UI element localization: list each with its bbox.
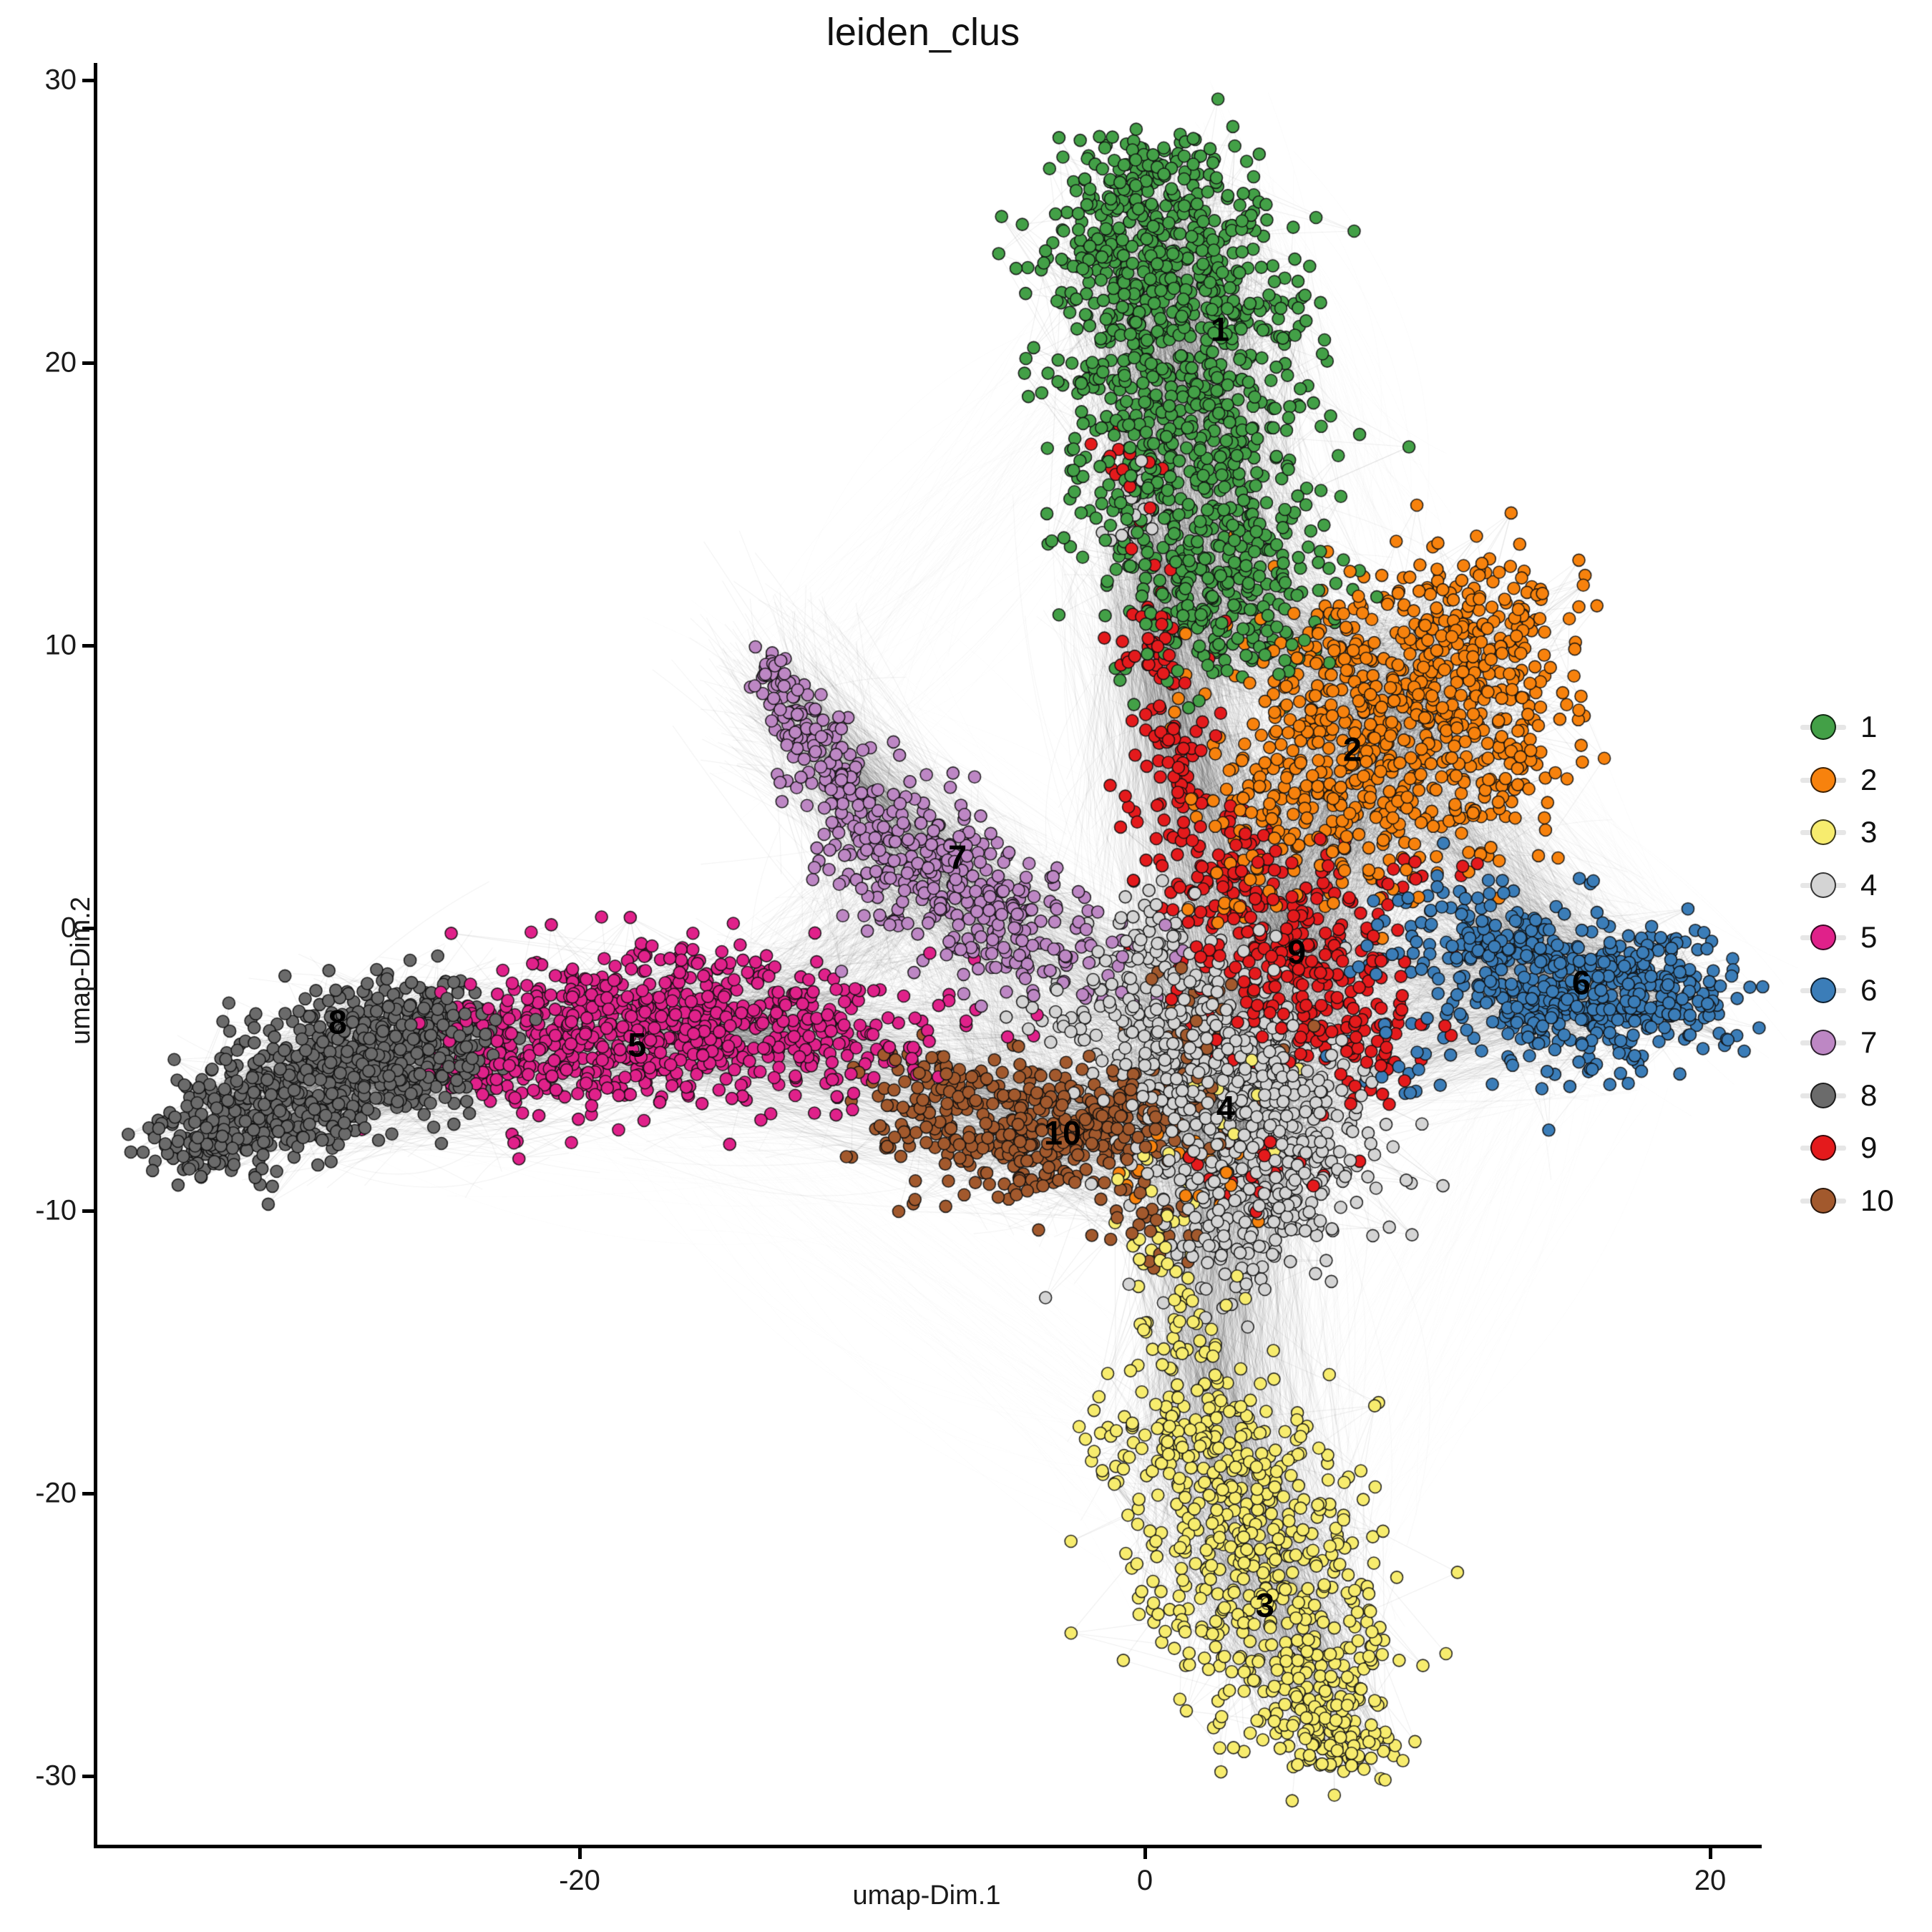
legend-item-1: 1 xyxy=(0,710,1932,743)
y-tick-mark-0 xyxy=(82,926,95,930)
y-axis-title: umap-Dim.2 xyxy=(65,897,96,1045)
y-tick-label-20: 20 xyxy=(44,346,77,379)
legend-item-label: 10 xyxy=(1860,1183,1894,1217)
x-tick-label-0: 0 xyxy=(1136,1865,1153,1896)
legend-item-2: 2 xyxy=(0,762,1932,796)
cluster-label-8: 8 xyxy=(328,1002,347,1041)
cluster-label-1: 1 xyxy=(1210,310,1230,348)
legend-dot-icon xyxy=(1810,977,1836,1003)
legend-item-label: 1 xyxy=(1860,710,1878,743)
legend-item-label: 6 xyxy=(1860,972,1878,1007)
cluster-label-10: 10 xyxy=(1043,1113,1082,1152)
x-axis-line xyxy=(94,1845,1762,1848)
y-tick-label--20: -20 xyxy=(35,1477,77,1509)
cluster-label-5: 5 xyxy=(628,1025,647,1064)
plot-title: leiden_clus xyxy=(826,11,1020,54)
legend-dot-icon xyxy=(1810,1030,1836,1055)
y-tick-label-10: 10 xyxy=(44,629,77,661)
legend-item-label: 8 xyxy=(1860,1078,1878,1112)
cluster-label-7: 7 xyxy=(948,838,967,877)
y-tick-mark--30 xyxy=(82,1774,95,1778)
legend-item-9: 9 xyxy=(0,1131,1932,1164)
legend-item-label: 7 xyxy=(1860,1025,1878,1059)
y-tick-mark-10 xyxy=(82,643,95,648)
cluster-label-2: 2 xyxy=(1342,730,1362,769)
legend-item-5: 5 xyxy=(0,920,1932,954)
x-tick-mark--20 xyxy=(577,1846,582,1859)
x-tick-mark-20 xyxy=(1708,1846,1712,1859)
legend-dot-icon xyxy=(1810,1082,1836,1108)
y-tick-mark-30 xyxy=(82,78,95,82)
legend-dot-icon xyxy=(1810,872,1836,898)
legend-dot-icon xyxy=(1810,1135,1836,1161)
cluster-label-4: 4 xyxy=(1216,1088,1236,1127)
legend-dot-icon xyxy=(1810,924,1836,950)
legend-dot-icon xyxy=(1810,1187,1836,1214)
cluster-label-9: 9 xyxy=(1287,932,1307,971)
legend-item-4: 4 xyxy=(0,867,1932,902)
y-tick-mark--20 xyxy=(82,1491,95,1496)
y-tick-label--30: -30 xyxy=(35,1760,77,1792)
y-tick-mark-20 xyxy=(82,361,95,365)
legend-item-label: 4 xyxy=(1860,867,1878,902)
legend-item-label: 3 xyxy=(1860,815,1878,849)
y-tick-label--10: -10 xyxy=(35,1194,77,1226)
x-tick-mark-0 xyxy=(1143,1846,1147,1859)
legend-dot-icon xyxy=(1810,766,1836,793)
legend-item-7: 7 xyxy=(0,1025,1932,1059)
x-tick-label-20: 20 xyxy=(1694,1865,1727,1896)
x-axis-title: umap-Dim.1 xyxy=(852,1880,1001,1911)
y-axis-line xyxy=(94,63,97,1848)
y-tick-mark--10 xyxy=(82,1209,95,1213)
legend-dot-icon xyxy=(1810,819,1836,845)
legend-item-3: 3 xyxy=(0,815,1932,849)
x-tick-label--20: -20 xyxy=(559,1865,600,1896)
legend-item-6: 6 xyxy=(0,972,1932,1007)
y-tick-label-30: 30 xyxy=(44,64,77,96)
legend-item-label: 5 xyxy=(1860,920,1878,954)
legend-item-10: 10 xyxy=(0,1183,1932,1217)
legend-item-8: 8 xyxy=(0,1078,1932,1112)
legend-item-label: 9 xyxy=(1860,1131,1878,1164)
legend-dot-icon xyxy=(1810,714,1836,740)
cluster-label-6: 6 xyxy=(1571,963,1591,1002)
cluster-label-3: 3 xyxy=(1255,1586,1274,1624)
y-tick-label-0: 0 xyxy=(60,912,77,944)
legend-item-label: 2 xyxy=(1860,762,1878,796)
